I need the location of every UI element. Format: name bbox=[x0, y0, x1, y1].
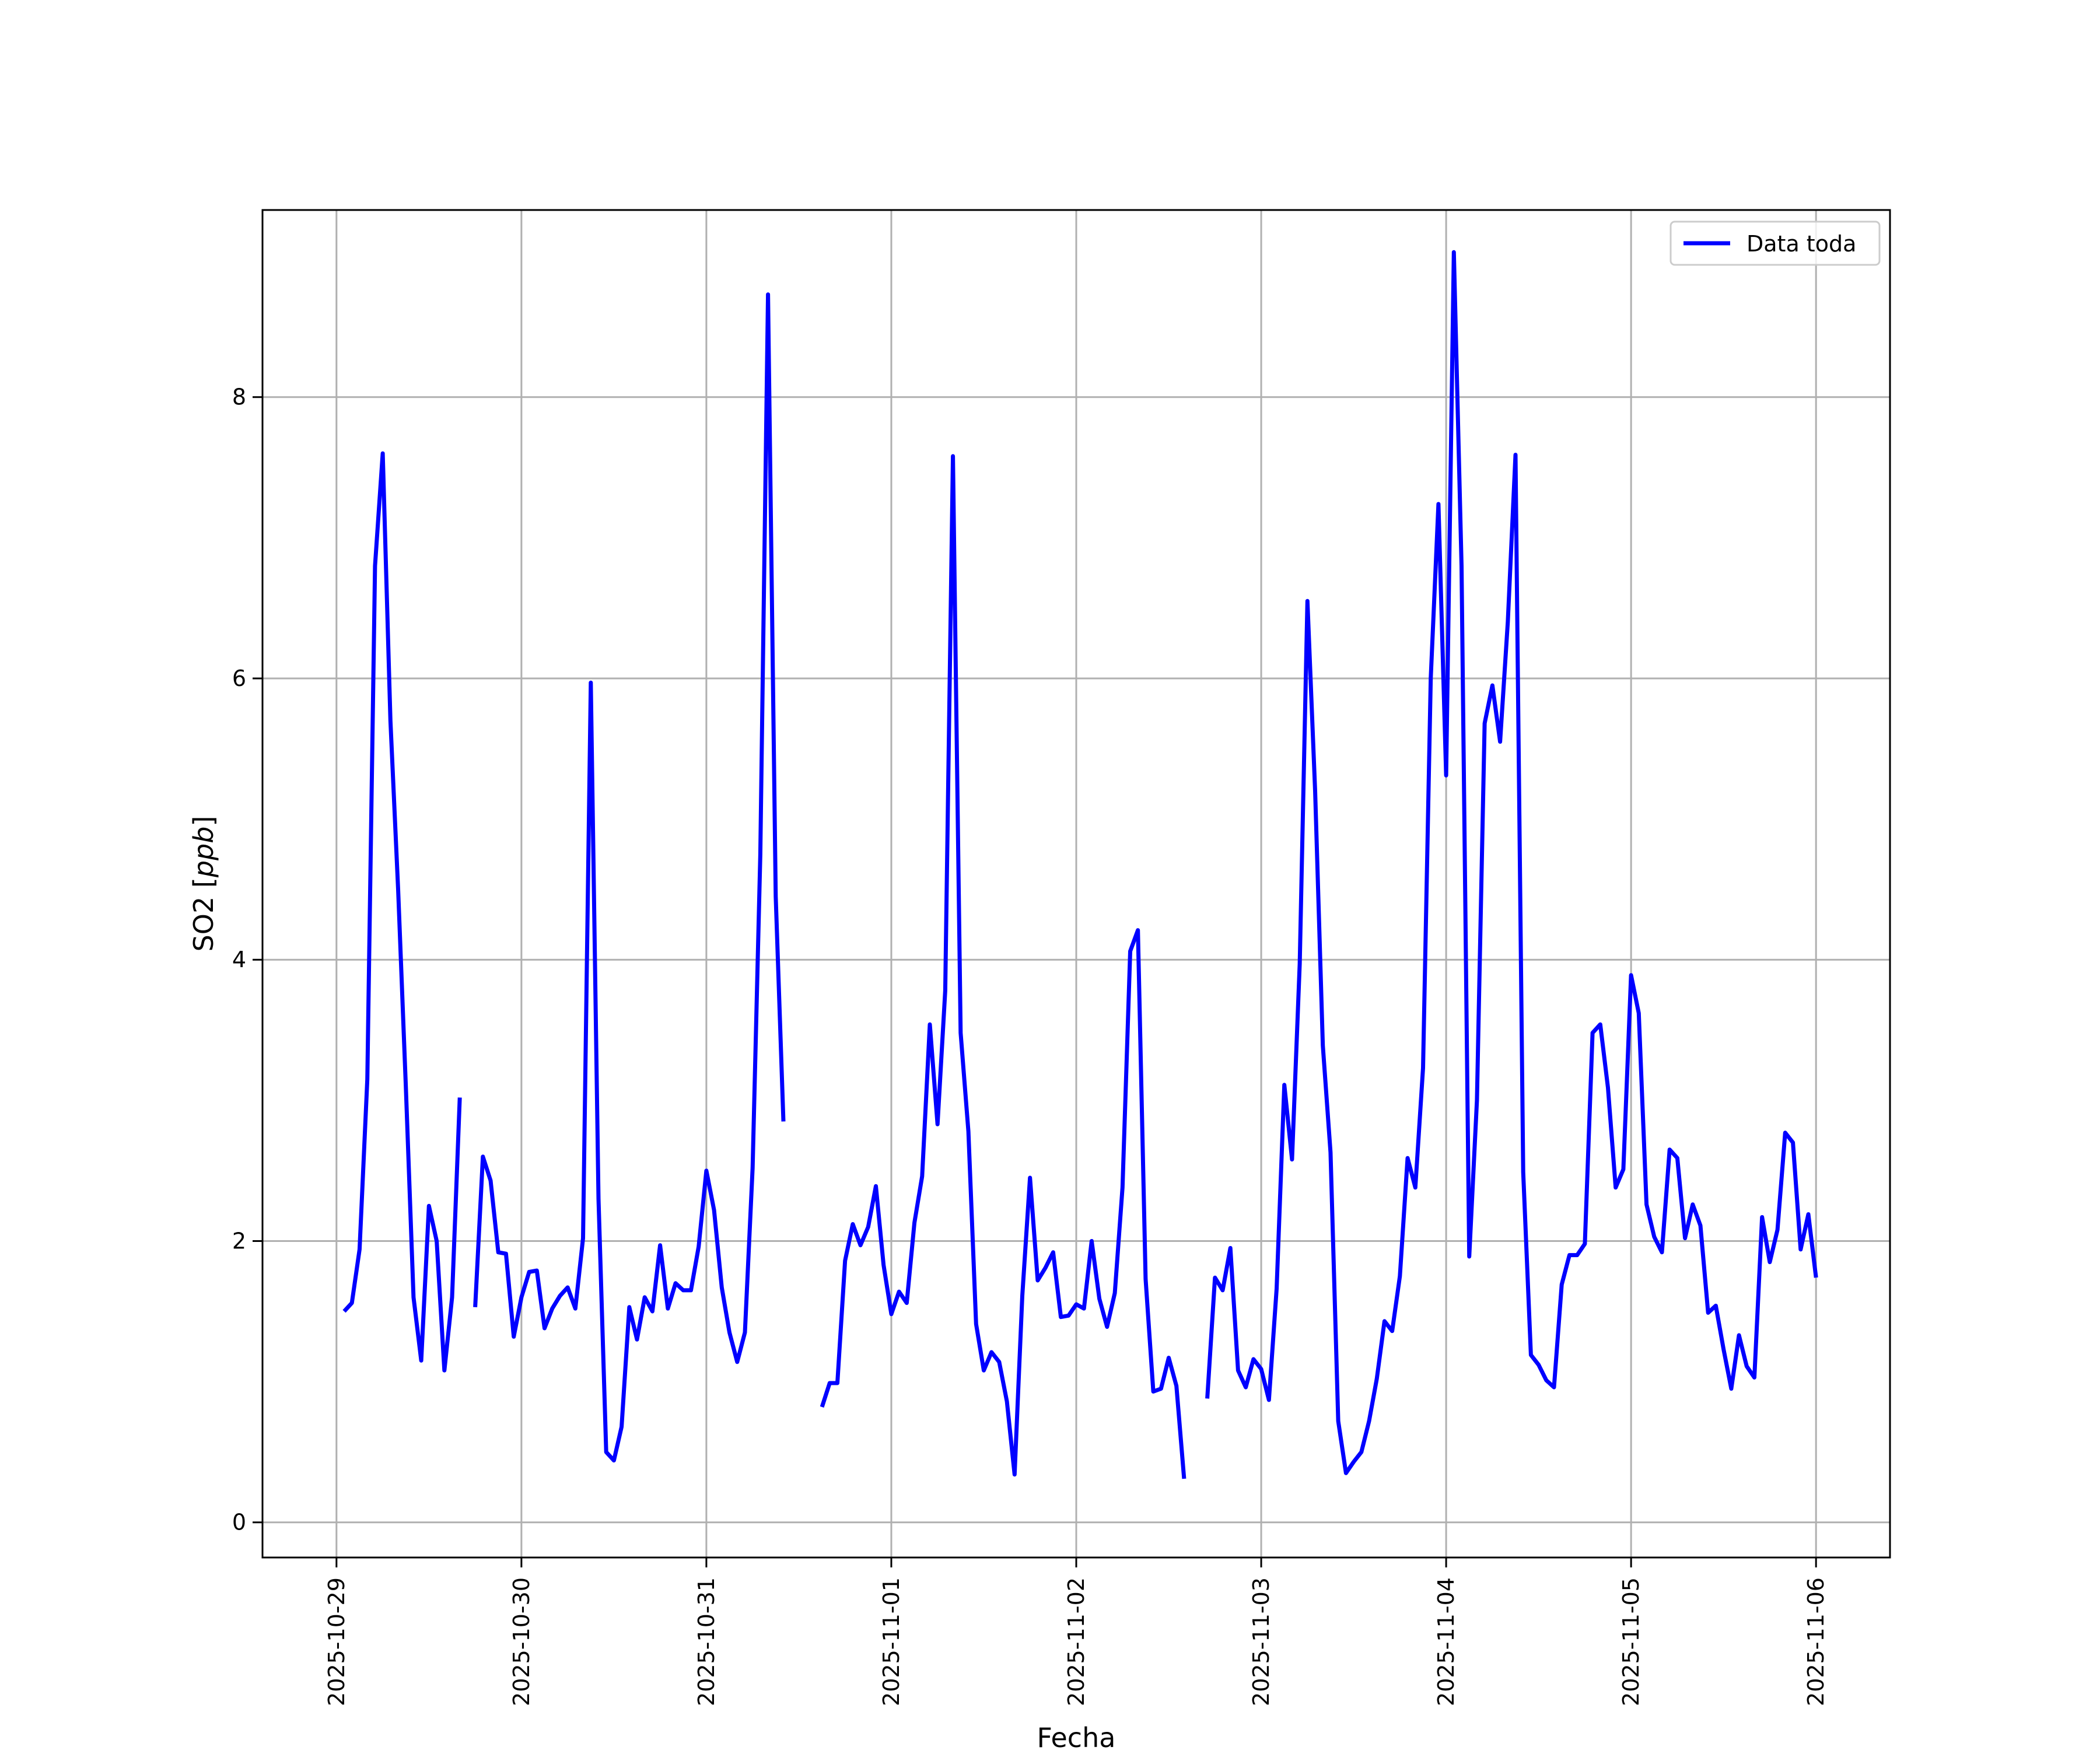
legend-label: Data toda bbox=[1746, 231, 1856, 257]
x-tick-label: 2025-11-04 bbox=[1433, 1577, 1459, 1706]
y-axis-label-bracket-close: ] bbox=[188, 816, 219, 827]
y-tick-label: 2 bbox=[232, 1228, 246, 1254]
y-tick-label: 4 bbox=[232, 947, 246, 972]
y-axis-label-bracket-open: [ bbox=[188, 877, 219, 888]
x-tick-label: 2025-11-01 bbox=[878, 1577, 904, 1706]
y-tick-label: 0 bbox=[232, 1510, 246, 1535]
y-axis-label-main: SO2 bbox=[188, 888, 219, 951]
x-tick-label: 2025-11-06 bbox=[1803, 1577, 1829, 1706]
y-axis-ticks: 0 2 4 6 8 bbox=[232, 384, 262, 1535]
x-tick-label: 2025-10-31 bbox=[694, 1577, 719, 1706]
series-layer bbox=[342, 250, 1818, 1479]
series-line-segment bbox=[820, 454, 1186, 1479]
series-line-segment bbox=[1205, 250, 1818, 1475]
x-axis-label: Fecha bbox=[1037, 1722, 1116, 1750]
legend: Data toda bbox=[1670, 220, 1881, 266]
grid bbox=[262, 210, 1890, 1558]
y-tick-label: 8 bbox=[232, 384, 246, 410]
x-tick-label: 2025-11-03 bbox=[1248, 1577, 1274, 1706]
x-axis-ticks: 2025-10-29 2025-10-30 2025-10-31 2025-11-01… bbox=[324, 1558, 1829, 1706]
y-tick-label: 6 bbox=[232, 666, 246, 691]
x-tick-label: 2025-10-29 bbox=[324, 1577, 349, 1706]
x-tick-label: 2025-11-02 bbox=[1063, 1577, 1089, 1706]
y-axis-label-unit: ppb bbox=[188, 827, 219, 878]
series-line-segment bbox=[342, 451, 462, 1373]
y-axis-label: SO2 [ppb] bbox=[188, 816, 219, 952]
legend-box bbox=[1670, 220, 1881, 266]
x-tick-label: 2025-11-05 bbox=[1618, 1577, 1644, 1706]
x-tick-label: 2025-10-30 bbox=[509, 1577, 534, 1706]
series-line-segment bbox=[473, 292, 786, 1463]
